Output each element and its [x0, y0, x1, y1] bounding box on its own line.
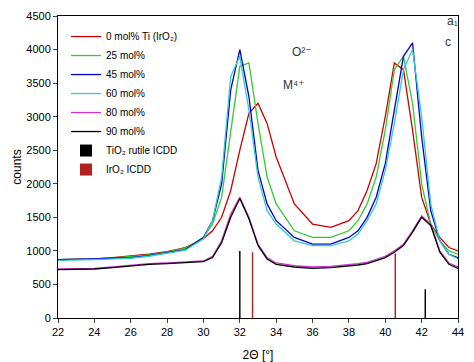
svg-text:28: 28	[161, 326, 173, 338]
svg-text:26: 26	[125, 326, 137, 338]
svg-text:22: 22	[52, 326, 64, 338]
svg-text:c: c	[445, 35, 451, 49]
svg-text:80 mol%: 80 mol%	[106, 107, 145, 118]
svg-text:O²⁻: O²⁻	[292, 45, 312, 59]
svg-text:40: 40	[379, 326, 391, 338]
svg-text:4500: 4500	[26, 10, 50, 22]
svg-text:60 mol%: 60 mol%	[106, 88, 145, 99]
svg-text:2000: 2000	[26, 178, 50, 190]
svg-text:TiO₂ rutile ICDD: TiO₂ rutile ICDD	[106, 145, 177, 156]
svg-text:2Θ [°]: 2Θ [°]	[243, 348, 274, 362]
svg-text:42: 42	[416, 326, 428, 338]
svg-text:90 mol%: 90 mol%	[106, 126, 145, 137]
svg-text:45 mol%: 45 mol%	[106, 69, 145, 80]
svg-text:M⁴⁺: M⁴⁺	[283, 78, 305, 92]
svg-text:a₁: a₁	[447, 14, 458, 28]
svg-text:3500: 3500	[26, 77, 50, 89]
svg-text:500: 500	[32, 278, 50, 290]
svg-text:IrO₂ ICDD: IrO₂ ICDD	[106, 164, 151, 175]
svg-text:counts: counts	[10, 149, 24, 184]
svg-text:4000: 4000	[26, 43, 50, 55]
svg-text:25 mol%: 25 mol%	[106, 50, 145, 61]
svg-text:30: 30	[197, 326, 209, 338]
svg-text:2500: 2500	[26, 144, 50, 156]
svg-text:34: 34	[270, 326, 282, 338]
svg-text:3000: 3000	[26, 111, 50, 123]
svg-text:38: 38	[343, 326, 355, 338]
svg-text:1000: 1000	[26, 245, 50, 257]
svg-text:44: 44	[452, 326, 464, 338]
svg-text:24: 24	[88, 326, 100, 338]
svg-text:36: 36	[306, 326, 318, 338]
svg-text:0: 0	[45, 312, 51, 324]
svg-text:1500: 1500	[26, 211, 50, 223]
svg-text:32: 32	[234, 326, 246, 338]
svg-text:0 mol% Ti (IrO₂): 0 mol% Ti (IrO₂)	[106, 31, 177, 42]
